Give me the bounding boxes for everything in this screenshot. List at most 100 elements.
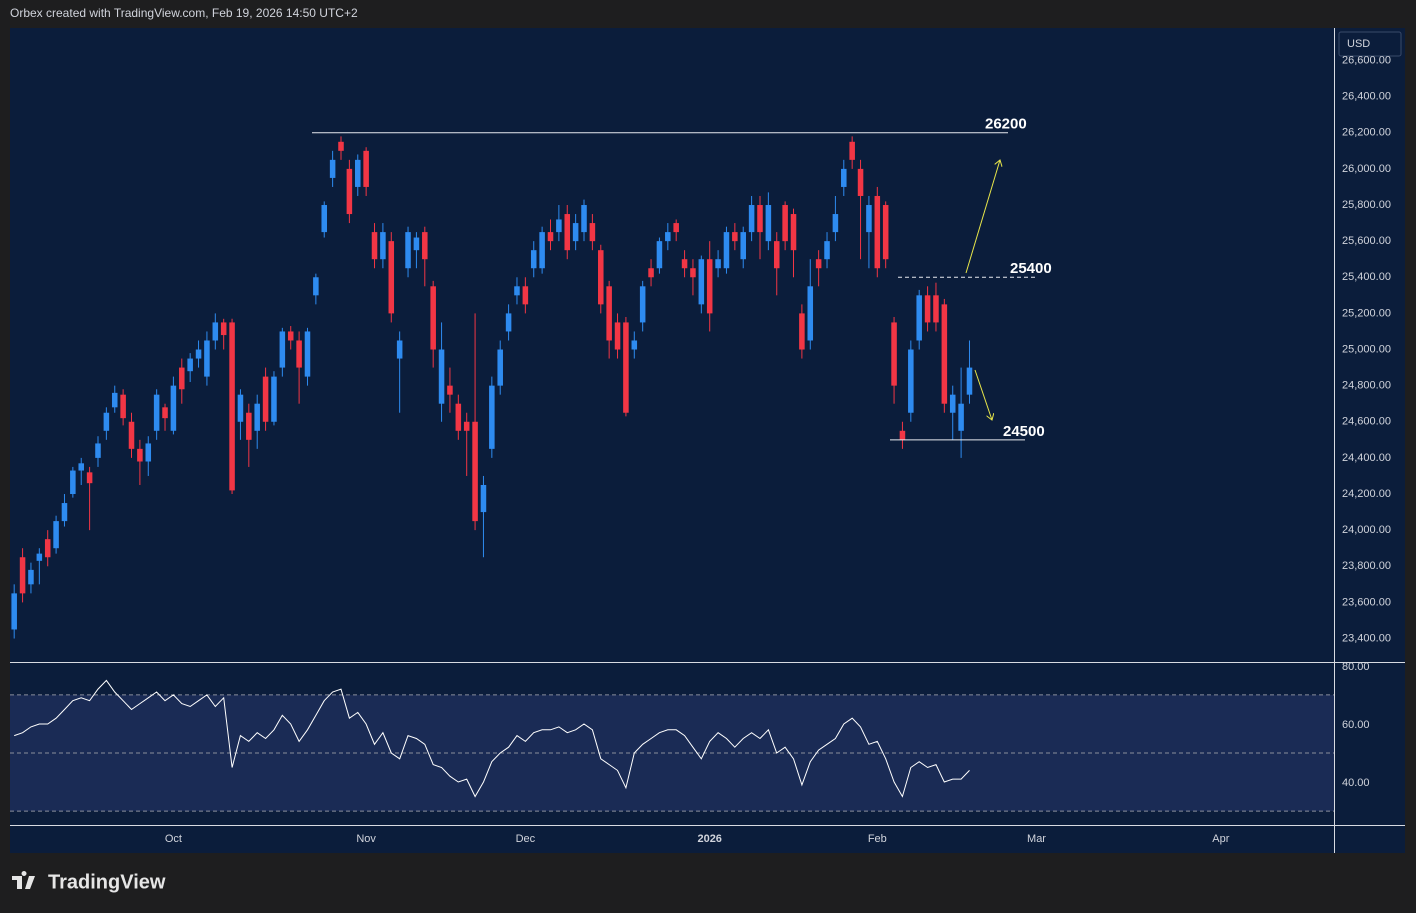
candle-body — [807, 286, 814, 341]
candle-body — [413, 237, 420, 251]
header: Orbex created with TradingView.com, Feb … — [10, 6, 358, 20]
candle-body — [254, 403, 260, 431]
candle-body — [44, 539, 51, 558]
brand-logo — [12, 870, 35, 889]
candle-body — [732, 232, 738, 242]
candle-body — [832, 214, 839, 233]
candle-body — [363, 150, 369, 187]
candle-body — [790, 214, 797, 251]
candle-body — [639, 286, 646, 323]
candle-body — [556, 219, 562, 233]
level-label: 24500 — [1003, 423, 1045, 440]
candle-body — [522, 286, 529, 305]
candle-body — [279, 331, 286, 368]
candle-body — [857, 168, 864, 196]
candle-body — [145, 443, 152, 462]
candle-body — [422, 232, 428, 260]
y-tick-label: 26,400.00 — [1342, 91, 1391, 103]
y-tick-label: 26,600.00 — [1342, 54, 1391, 66]
candle-body — [606, 286, 612, 341]
candle-body — [103, 412, 110, 431]
candle-body — [966, 367, 973, 395]
candle-body — [748, 205, 755, 233]
candle-body — [723, 232, 730, 269]
level-label: 25400 — [1010, 260, 1052, 277]
candle-body — [346, 168, 353, 215]
candle-body — [480, 484, 487, 513]
y-tick-label: 26,200.00 — [1342, 127, 1391, 139]
candle-body — [849, 141, 855, 160]
arrow-down — [974, 369, 992, 420]
x-tick-label: Oct — [165, 833, 182, 845]
x-tick-label: Nov — [356, 833, 376, 845]
candle-body — [11, 593, 17, 630]
y-tick-label: 24,800.00 — [1342, 380, 1391, 392]
rsi-tick-label: 60.00 — [1342, 719, 1370, 731]
rsi-tick-label: 40.00 — [1342, 777, 1370, 789]
candle-body — [505, 313, 512, 332]
candle-body — [941, 304, 948, 404]
candle-body — [78, 463, 84, 471]
candle-body — [61, 503, 68, 522]
candle-body — [95, 443, 101, 458]
candle-body — [204, 340, 210, 377]
currency-box — [1338, 31, 1402, 57]
candle-body — [891, 322, 897, 386]
currency: USD — [1347, 38, 1370, 50]
candle-body — [665, 232, 671, 242]
candle-body — [631, 340, 638, 350]
candle-body — [28, 569, 34, 585]
y-tick-label: 23,600.00 — [1342, 596, 1391, 608]
candle-body — [430, 286, 436, 350]
candle-body — [581, 205, 587, 233]
y-tick-label: 24,600.00 — [1342, 416, 1391, 428]
candle-body — [958, 403, 964, 431]
candle-body — [656, 241, 663, 269]
candle-body — [354, 159, 361, 187]
candle-body — [296, 340, 302, 368]
candle-body — [564, 214, 571, 251]
candle-body — [598, 250, 604, 305]
candle-body — [924, 295, 931, 323]
y-tick-label: 23,800.00 — [1342, 560, 1391, 572]
candle-body — [405, 232, 411, 269]
candle-body — [908, 349, 914, 413]
candle-body — [53, 521, 59, 549]
candle-body — [614, 322, 621, 350]
candle-body — [36, 553, 43, 561]
x-tick-label: Mar — [1027, 833, 1046, 845]
candle-body — [329, 159, 336, 178]
rsi-tick-label: 80.00 — [1342, 661, 1370, 673]
rsi-line — [14, 679, 970, 798]
candle-body — [824, 241, 830, 260]
candle-body — [237, 394, 244, 422]
candle-body — [304, 331, 311, 377]
candle-body — [773, 241, 780, 269]
candle-body — [313, 277, 319, 296]
candle-body — [371, 232, 378, 260]
candle-body — [949, 394, 956, 413]
candle-body — [396, 340, 403, 359]
candle-body — [547, 232, 554, 242]
candle-body — [698, 259, 705, 305]
candle-body — [916, 295, 922, 341]
x-tick-label: Feb — [868, 833, 887, 845]
y-tick-label: 25,800.00 — [1342, 199, 1391, 211]
candle-body — [899, 430, 906, 440]
candle-body — [86, 472, 93, 484]
candle-body — [271, 376, 277, 422]
candle-body — [623, 322, 629, 413]
candle-body — [589, 223, 596, 242]
candle-body — [229, 322, 235, 491]
candle-body — [782, 205, 788, 242]
candle-body — [380, 232, 386, 260]
candle-body — [321, 205, 328, 233]
candle-body — [338, 141, 344, 151]
candle-body — [111, 392, 118, 408]
candle-body — [765, 205, 772, 242]
candle-body — [497, 349, 503, 386]
candle-body — [128, 421, 135, 449]
candle-body — [187, 358, 193, 372]
candle-body — [933, 295, 939, 323]
